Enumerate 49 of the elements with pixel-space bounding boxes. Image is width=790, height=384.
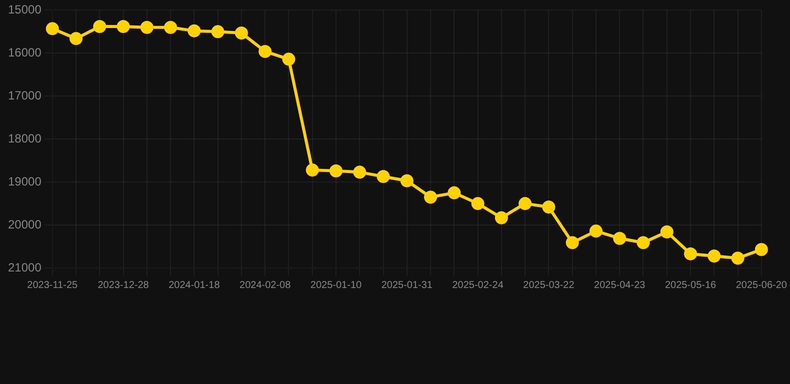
point (518, 197, 532, 210)
x-tick-label: 2023-12-28 (98, 280, 150, 291)
point (494, 211, 508, 224)
point (211, 25, 224, 38)
point (754, 243, 768, 256)
x-tick-label: 2024-01-18 (168, 280, 220, 291)
point (400, 174, 414, 188)
point (116, 20, 130, 34)
x-tick-label: 2024-02-08 (240, 280, 292, 291)
point (282, 52, 296, 66)
point (70, 32, 83, 46)
point (708, 249, 721, 262)
x-tick-label: 2025-06-20 (736, 280, 788, 291)
x-tick-label: 2023-11-25 (27, 280, 78, 291)
point (636, 236, 650, 250)
x-tick-label: 2025-01-10 (310, 280, 362, 291)
point (329, 164, 342, 178)
y-tick-label: 18000 (8, 131, 42, 146)
point (448, 186, 461, 200)
point (306, 164, 319, 177)
point (613, 232, 626, 245)
x-tick-label: 2025-03-22 (523, 280, 575, 291)
y-tick-label: 17000 (8, 88, 42, 102)
x-tick-label: 2025-02-24 (452, 280, 504, 291)
point (566, 236, 579, 250)
point (542, 200, 556, 214)
x-tick-label: 2025-04-23 (594, 280, 646, 291)
point (93, 20, 106, 34)
x-tick-label: 2025-01-31 (381, 280, 433, 291)
point (731, 252, 744, 265)
y-tick-label: 21000 (8, 260, 42, 274)
point (46, 22, 59, 36)
y-tick-label: 15000 (8, 2, 42, 17)
point (589, 224, 602, 238)
y-tick-label: 19000 (8, 174, 42, 188)
point (164, 20, 178, 34)
y-tick-label: 16000 (8, 45, 42, 60)
point (660, 225, 674, 238)
y-tick-label: 20000 (8, 217, 42, 232)
point (353, 166, 366, 179)
point (188, 24, 201, 38)
point (140, 20, 154, 34)
point (258, 44, 272, 58)
point (234, 26, 248, 40)
point (684, 247, 698, 260)
point (424, 190, 438, 204)
point (376, 170, 390, 183)
point (471, 197, 484, 210)
x-tick-label: 2025-05-16 (664, 280, 717, 291)
